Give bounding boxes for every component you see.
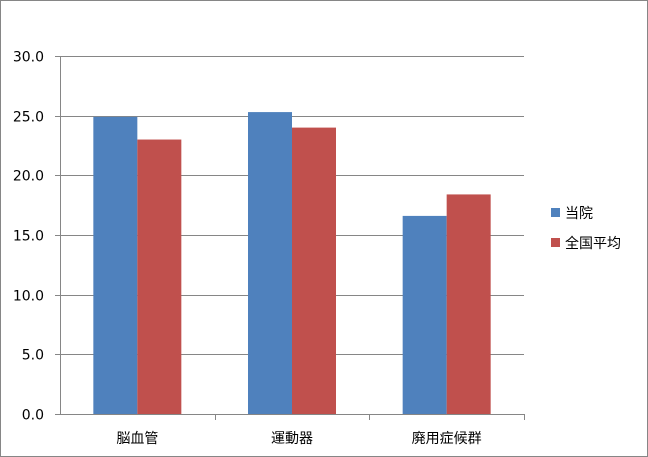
y-tick-label: 20.0 — [13, 169, 44, 185]
x-tick-labels: 脳血管 運動器 廃用症候群 — [116, 430, 481, 447]
axes — [55, 56, 525, 420]
bar — [248, 112, 292, 414]
y-tick-label: 15.0 — [13, 229, 44, 245]
x-tick-label: 脳血管 — [116, 431, 158, 447]
x-tick-label: 廃用症候群 — [412, 430, 482, 447]
y-tick-labels: 0.0 5.0 10.0 15.0 20.0 25.0 30.0 — [13, 50, 44, 424]
x-tick-label: 運動器 — [271, 431, 313, 447]
y-tick-label: 10.0 — [13, 289, 44, 305]
bar — [446, 194, 491, 414]
y-tick-label: 5.0 — [22, 348, 44, 364]
legend-label: 全国平均 — [565, 235, 621, 252]
bar — [137, 139, 182, 415]
bar — [292, 127, 336, 414]
bar — [93, 116, 138, 415]
y-tick-label: 30.0 — [13, 50, 44, 66]
y-tick-label: 0.0 — [22, 408, 44, 424]
bar — [402, 215, 447, 414]
y-tick-label: 25.0 — [13, 110, 44, 126]
bars — [93, 112, 491, 415]
legend-swatch — [551, 208, 560, 217]
legend-swatch — [551, 238, 560, 247]
legend-label: 当院 — [565, 206, 593, 222]
